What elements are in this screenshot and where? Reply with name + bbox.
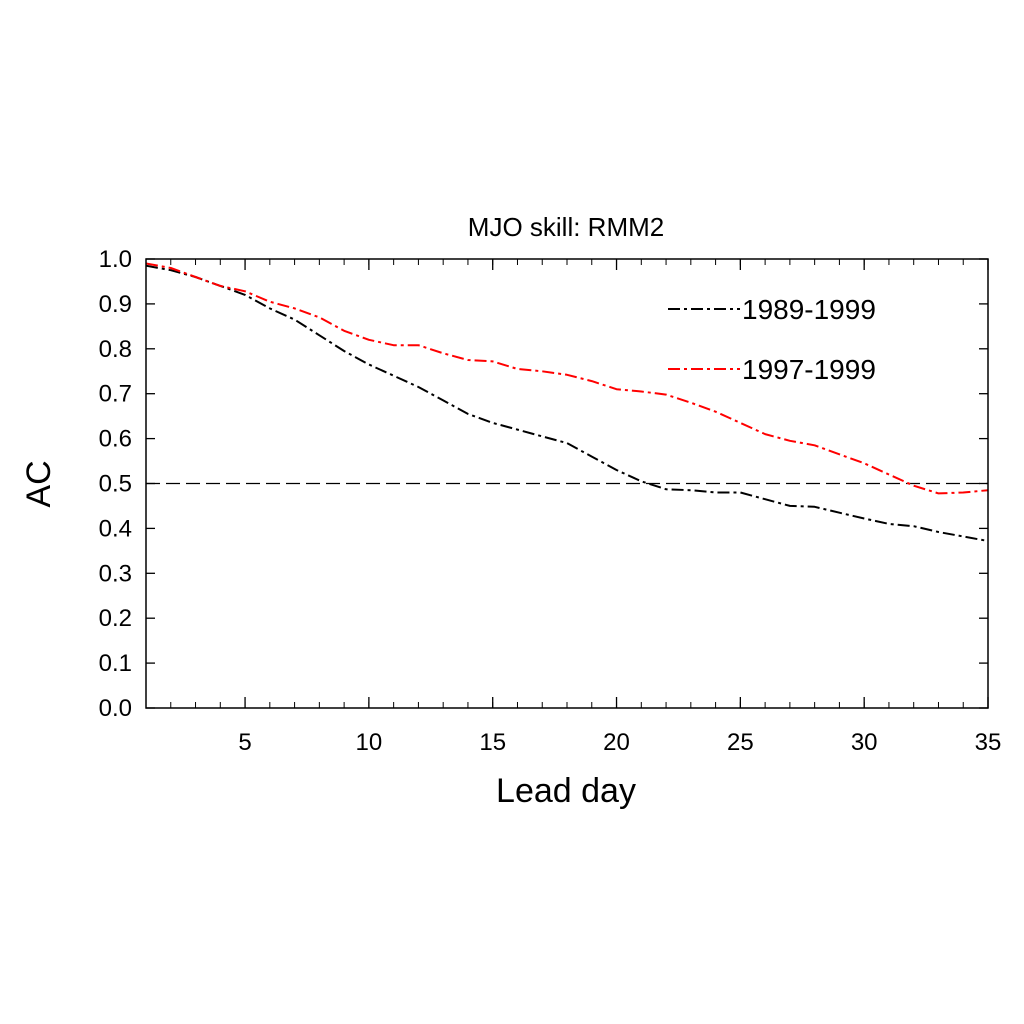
y-tick-label: 0.3 [99,560,132,587]
legend-label-1989-1999: 1989-1999 [742,294,876,325]
tick-layer: 0.0 0.1 0.2 0.3 0.4 0.5 0.6 0.7 0.8 0.9 1.0 5 10 15 20… [99,246,1002,756]
x-tick-label: 20 [603,729,630,756]
x-tick-label: 10 [356,729,383,756]
y-axis-title: AC [20,460,58,507]
series-line-1997-1999 [145,262,989,495]
x-tick-label: 30 [851,729,878,756]
x-tick-label: 5 [238,729,251,756]
y-tick-label: 0.7 [99,381,132,408]
chart-title: MJO skill: RMM2 [468,212,664,242]
y-tick-label: 0.9 [99,291,132,318]
y-tick-label: 0.0 [99,695,132,722]
y-tick-label: 0.5 [99,471,132,498]
series-layer [145,262,989,542]
y-tick-label: 1.0 [99,246,132,273]
y-tick-label: 0.6 [99,426,132,453]
y-tick-label: 0.1 [99,650,132,677]
x-tick-label: 25 [727,729,754,756]
x-axis-title: Lead day [496,772,636,810]
x-tick-label: 35 [975,729,1002,756]
x-tick-label: 15 [479,729,506,756]
y-tick-label: 0.8 [99,336,132,363]
series-line-1989-1999 [145,264,989,542]
y-tick-label: 0.2 [99,605,132,632]
legend-label-1997-1999: 1997-1999 [742,354,876,385]
legend: 1989-1999 1997-1999 [668,294,876,385]
y-tick-label: 0.4 [99,515,132,542]
